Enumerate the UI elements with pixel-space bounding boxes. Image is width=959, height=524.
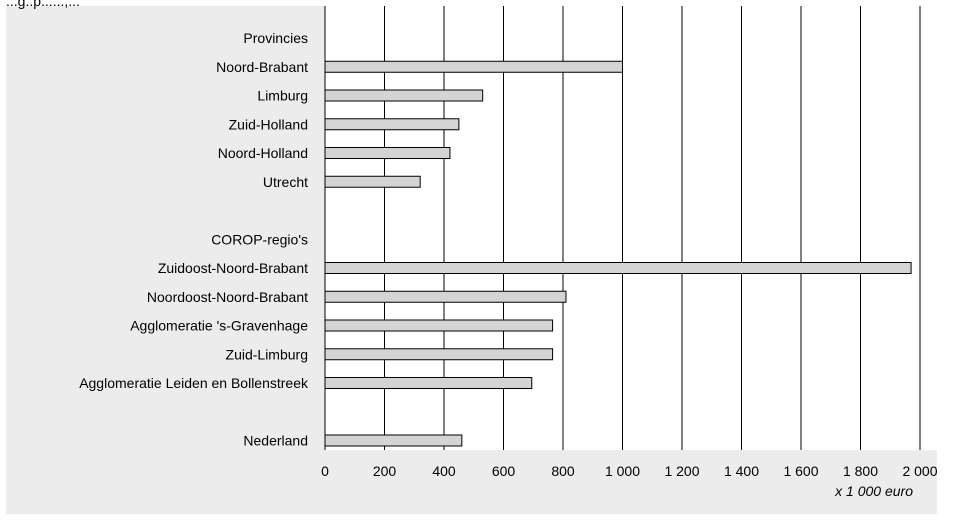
category-label: Zuid-Holland	[229, 116, 308, 132]
bar	[324, 147, 451, 159]
category-label: Limburg	[257, 88, 308, 104]
category-label: Noord-Holland	[218, 145, 308, 161]
category-label: Agglomeratie 's-Gravenhage	[130, 318, 308, 334]
bar	[324, 319, 554, 332]
category-labels: Provincies Noord-Brabant Limburg Zuid-Holla…	[79, 30, 309, 449]
category-label: Noordoost-Noord-Brabant	[147, 289, 308, 305]
x-tick-label: 200	[373, 463, 397, 479]
x-tick-label: 1 800	[843, 463, 878, 479]
x-tick-label: 600	[492, 463, 516, 479]
category-label: Nederland	[243, 433, 308, 449]
x-tick-label: 1 400	[724, 463, 759, 479]
category-label: Agglomeratie Leiden en Bollenstreek	[79, 375, 309, 391]
bar	[324, 434, 463, 447]
plot-area	[325, 6, 937, 450]
bar	[324, 118, 460, 131]
gridlines	[324, 6, 921, 450]
category-label: Zuidoost-Noord-Brabant	[158, 260, 308, 276]
x-tick-label: 1 200	[664, 463, 699, 479]
bar	[324, 290, 567, 303]
category-label: Utrecht	[263, 174, 308, 190]
category-label: Provincies	[243, 30, 308, 46]
bar	[324, 262, 912, 274]
x-tick-labels: 0 200 400 600 800 1 000 1 200 1 400 1 600 1 800 2 …	[321, 463, 938, 479]
bar	[324, 348, 554, 361]
bar	[324, 89, 484, 102]
cropped-header-text: ...g..p......,...	[6, 0, 80, 9]
category-label: Zuid-Limburg	[226, 346, 308, 362]
bar	[324, 60, 623, 73]
x-tick-label: 1 000	[605, 463, 640, 479]
category-label: COROP-regio's	[211, 231, 308, 247]
bar	[324, 377, 533, 389]
x-tick-label: 0	[321, 463, 329, 479]
bars	[324, 60, 912, 447]
category-label: Noord-Brabant	[216, 59, 308, 75]
bar	[324, 175, 421, 188]
x-tick-label: 400	[432, 463, 456, 479]
x-axis-unit-label: x 1 000 euro	[834, 483, 913, 499]
x-tick-label: 2 000	[902, 463, 937, 479]
x-tick-label: 800	[551, 463, 575, 479]
x-tick-label: 1 600	[783, 463, 818, 479]
